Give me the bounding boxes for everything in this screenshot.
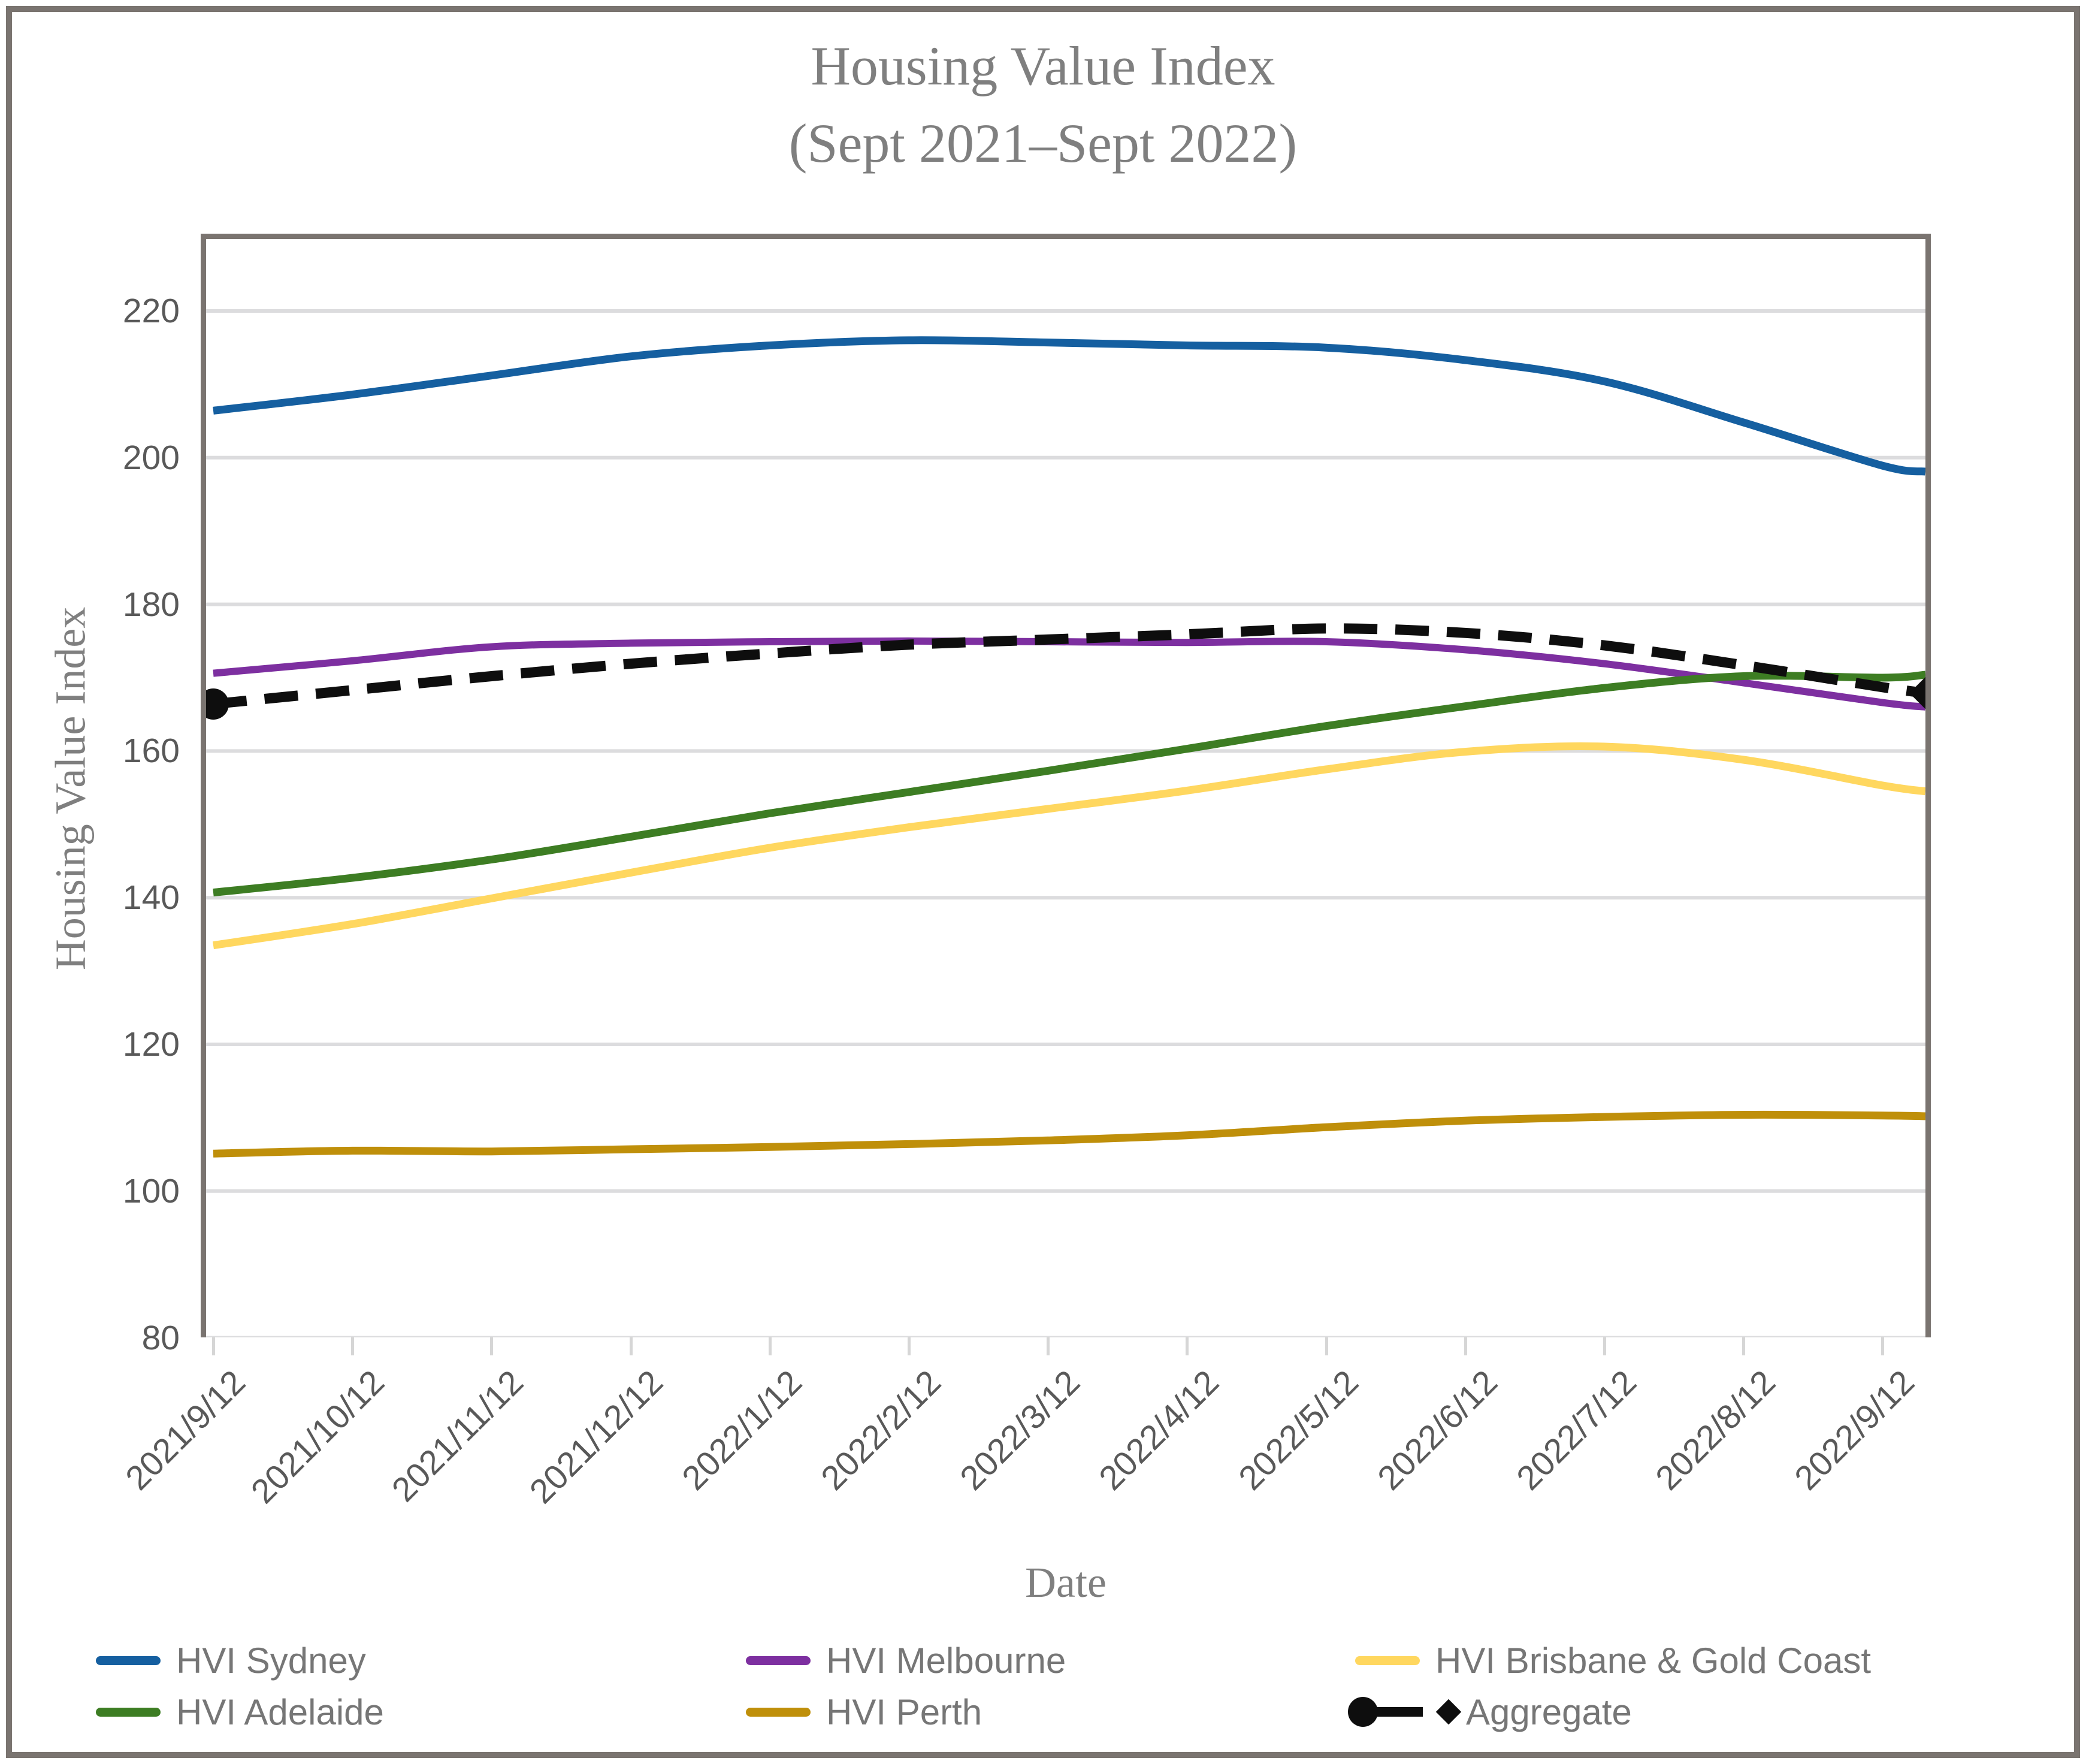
legend-label: HVI Adelaide bbox=[176, 1691, 384, 1732]
plot-area bbox=[201, 234, 1931, 1337]
legend-label: HVI Perth bbox=[826, 1691, 982, 1732]
x-tick-mark bbox=[908, 1337, 911, 1355]
series-line-aggregate bbox=[213, 623, 1925, 709]
y-tick-label-200: 200 bbox=[122, 438, 180, 477]
chart-title: Housing Value Index bbox=[811, 35, 1275, 96]
chart-subtitle: (Sept 2021–Sept 2022) bbox=[788, 113, 1298, 174]
line-chart bbox=[206, 309, 1925, 1337]
brisbane-line-swatch-icon bbox=[1355, 1656, 1420, 1665]
legend-label: HVI Sydney bbox=[176, 1640, 366, 1681]
legend-label: HVI Melbourne bbox=[826, 1640, 1066, 1681]
y-tick-label-220: 220 bbox=[122, 291, 180, 330]
x-tick-mark bbox=[351, 1337, 355, 1355]
series-line-hvi-sydney bbox=[213, 336, 1925, 476]
legend-item-melbourne: HVI Melbourne bbox=[746, 1639, 1066, 1681]
figure-border bbox=[6, 6, 2080, 1758]
x-tick-mark bbox=[490, 1337, 494, 1355]
series-line-hvi-adelaide bbox=[213, 670, 1925, 897]
y-tick-label-80: 80 bbox=[141, 1318, 180, 1357]
y-tick-label-160: 160 bbox=[122, 732, 180, 771]
x-tick-mark bbox=[1742, 1337, 1746, 1355]
y-tick-label-120: 120 bbox=[122, 1025, 180, 1064]
x-axis-title: Date bbox=[1025, 1558, 1107, 1606]
x-tick-mark bbox=[768, 1337, 772, 1355]
series-line-hvi-perth bbox=[213, 1110, 1925, 1158]
aggregate-start-circle-marker bbox=[206, 688, 229, 720]
y-tick-label-180: 180 bbox=[122, 585, 180, 624]
series-line-hvi-brisbane-gold-coast bbox=[213, 742, 1925, 950]
legend-item-brisbane: HVI Brisbane & Gold Coast bbox=[1355, 1639, 1871, 1681]
x-tick-mark bbox=[1881, 1337, 1885, 1355]
legend-item-adelaide: HVI Adelaide bbox=[96, 1691, 384, 1733]
x-tick-mark bbox=[1603, 1337, 1606, 1355]
y-tick-label-140: 140 bbox=[122, 878, 180, 917]
legend-item-perth: HVI Perth bbox=[746, 1691, 982, 1733]
x-tick-mark bbox=[212, 1337, 215, 1355]
x-tick-mark bbox=[1047, 1337, 1050, 1355]
y-tick-label-100: 100 bbox=[122, 1171, 180, 1210]
adelaide-line-swatch-icon bbox=[96, 1707, 161, 1717]
melbourne-line-swatch-icon bbox=[746, 1656, 811, 1665]
title-block: Housing Value Index (Sept 2021–Sept 2022… bbox=[0, 35, 2086, 174]
x-tick-mark bbox=[1464, 1337, 1467, 1355]
x-tick-mark bbox=[629, 1337, 633, 1355]
legend-item-aggregate: Aggregate bbox=[1345, 1691, 1632, 1733]
sydney-line-swatch-icon bbox=[96, 1656, 161, 1665]
legend-label: HVI Brisbane & Gold Coast bbox=[1435, 1640, 1872, 1681]
perth-line-swatch-icon bbox=[746, 1707, 811, 1717]
aggregate-circle-dash-diamond-swatch-icon bbox=[1348, 1697, 1462, 1727]
x-tick-mark bbox=[1325, 1337, 1328, 1355]
x-tick-mark bbox=[1186, 1337, 1189, 1355]
legend-item-sydney: HVI Sydney bbox=[96, 1639, 366, 1681]
legend-label: Aggregate bbox=[1466, 1691, 1632, 1732]
